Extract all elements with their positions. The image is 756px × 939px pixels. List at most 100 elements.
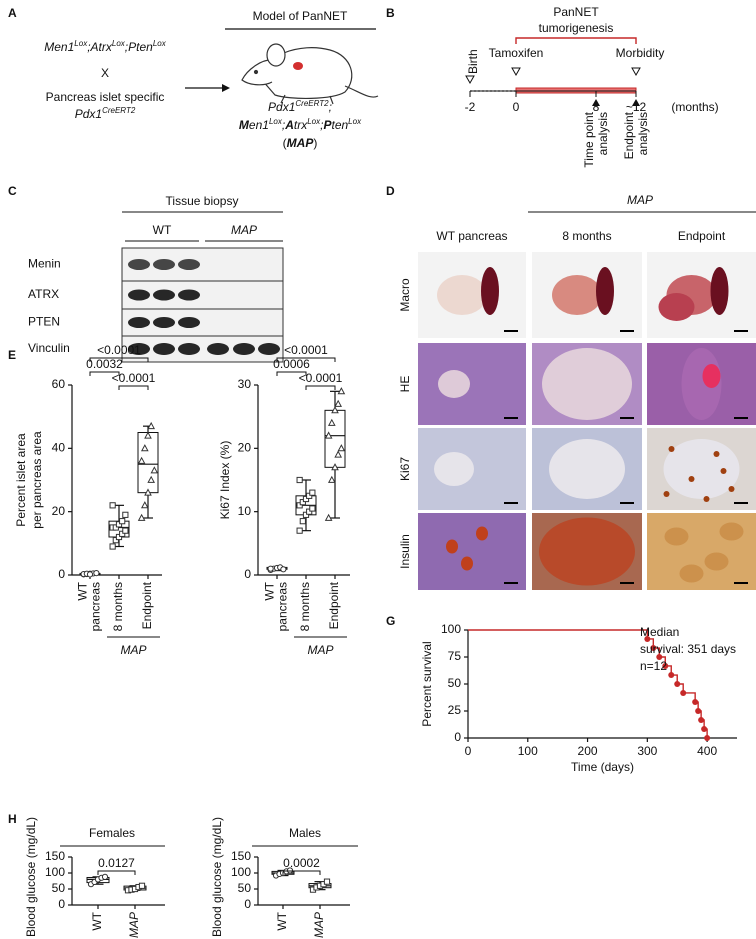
data-point	[101, 873, 109, 880]
blot-band	[233, 343, 255, 355]
data-point	[296, 502, 303, 509]
data-point	[324, 431, 333, 439]
x-tick-label: pancreas	[276, 582, 290, 631]
text-part: )	[313, 136, 317, 150]
x-tick-label: 0	[465, 744, 472, 758]
group-label: MAP	[120, 643, 146, 657]
data-point	[331, 406, 339, 414]
timeline-label: -2	[465, 100, 476, 114]
x-tick-label: 100	[518, 744, 538, 758]
data-point	[112, 524, 119, 531]
ki67-nucleus	[713, 451, 720, 457]
chart-title: Females	[89, 826, 135, 840]
significance-bracket	[276, 357, 336, 362]
y-tick-label: 25	[448, 703, 462, 717]
p-value: <0.0001	[284, 343, 328, 357]
event-label: Birth	[466, 49, 480, 74]
event-point	[662, 662, 669, 669]
micrograph	[418, 513, 526, 590]
data-point	[323, 878, 331, 885]
model-genotype: Men1Lox;AtrxLox;PtenLox	[239, 117, 362, 133]
data-point	[122, 527, 129, 534]
ki67-nucleus	[728, 486, 735, 492]
data-point	[115, 533, 123, 541]
ki67-nucleus	[703, 496, 710, 502]
x-tick-label: MAP	[312, 912, 326, 938]
p-value: 0.0006	[273, 357, 310, 371]
data-point	[267, 565, 274, 572]
timeline-label: ~12	[626, 100, 647, 114]
text-part: M	[239, 118, 250, 132]
data-point	[280, 566, 287, 573]
mouse-drawing	[241, 43, 379, 105]
ki67-nucleus	[688, 476, 695, 482]
insulin-cell	[679, 564, 704, 583]
data-point	[119, 530, 126, 537]
x-tick-label: pancreas	[89, 582, 103, 631]
analysis-arrow	[632, 99, 640, 106]
genotype: Pdx1CreERT2	[75, 106, 136, 122]
data-point	[147, 475, 156, 483]
significance-bracket	[305, 385, 336, 390]
spleen	[710, 267, 729, 315]
box	[324, 409, 346, 468]
y-axis-label: Blood glucose (mg/dL)	[210, 817, 224, 937]
bracket-label: tumorigenesis	[539, 21, 614, 35]
tissue	[552, 275, 602, 315]
analysis-label: analysis	[636, 112, 650, 155]
p-value: 0.0032	[86, 357, 123, 371]
panel-label: C	[8, 184, 17, 198]
blot-row-label: PTEN	[28, 315, 60, 329]
text-part: Men1	[44, 40, 74, 54]
panel-label: B	[386, 6, 395, 20]
event-point	[650, 645, 657, 652]
panel-label: E	[8, 348, 16, 362]
event-point	[695, 708, 702, 714]
y-tick-label: 30	[238, 377, 252, 391]
spleen	[596, 267, 614, 315]
analysis-label: analysis	[596, 112, 610, 155]
analysis-label: Time point	[582, 111, 596, 167]
text-part: CreERT2	[295, 99, 329, 108]
data-point	[309, 489, 316, 496]
event-point	[698, 716, 705, 723]
data-point	[327, 418, 336, 426]
text-part: Lox	[74, 39, 88, 48]
data-point	[296, 527, 303, 534]
model-genotype: Pdx1CreERT2;	[268, 99, 332, 115]
y-tick-label: 150	[231, 849, 251, 863]
y-tick-label: 60	[52, 377, 66, 391]
data-point	[296, 476, 303, 484]
data-point	[119, 518, 126, 525]
event-point	[644, 635, 651, 642]
data-point	[334, 399, 343, 407]
event-point	[668, 672, 675, 679]
text-part: ten	[331, 118, 348, 132]
panel-label: D	[386, 184, 395, 198]
data-point	[337, 444, 346, 452]
x-axis-label: Time (days)	[571, 760, 634, 774]
islet	[542, 348, 632, 420]
blot-row-label: ATRX	[28, 287, 59, 301]
insulin-cell	[664, 527, 689, 546]
data-point	[299, 499, 306, 506]
y-axis-label: Ki67 Index (%)	[218, 441, 232, 520]
islet	[434, 452, 474, 486]
text-part: Pdx1	[268, 100, 295, 114]
timeline-label: 8	[593, 100, 600, 114]
y-axis-label: Percent survival	[420, 641, 434, 726]
row-label: Macro	[398, 278, 412, 312]
group-label: MAP	[307, 643, 333, 657]
text-part: P	[323, 118, 332, 132]
data-point	[337, 387, 346, 395]
y-tick-label: 0	[454, 730, 461, 744]
analysis-arrow	[592, 99, 600, 106]
text-part: ;	[282, 118, 285, 132]
text-part: ;	[329, 100, 332, 114]
significance-bracket	[89, 357, 149, 362]
survival-step	[468, 629, 649, 639]
data-point	[140, 501, 149, 509]
event-point	[656, 654, 663, 660]
y-axis-label: per pancreas area	[30, 431, 44, 529]
y-tick-label: 50	[52, 881, 66, 895]
